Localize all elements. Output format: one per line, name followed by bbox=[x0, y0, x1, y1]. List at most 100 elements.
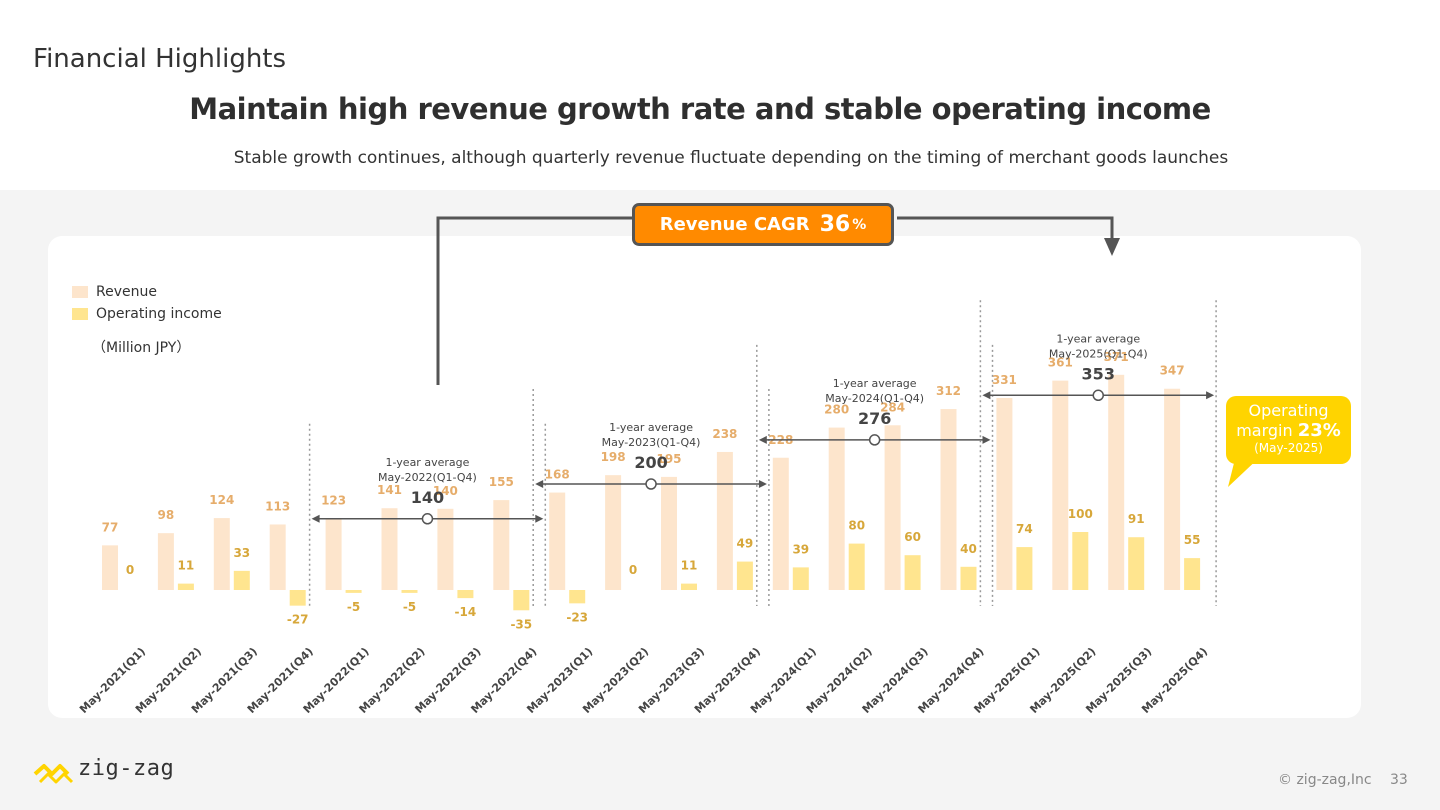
revenue-bar bbox=[437, 508, 454, 590]
revenue-bar bbox=[884, 425, 901, 590]
operating-income-bar bbox=[1072, 532, 1089, 590]
average-title-label: 1-year average bbox=[386, 456, 470, 469]
revenue-bar bbox=[772, 457, 789, 590]
callout-line2-prefix: margin bbox=[1236, 421, 1293, 440]
revenue-bar bbox=[661, 476, 677, 590]
legend-swatch-operating-income bbox=[72, 308, 88, 320]
operating-income-label: 49 bbox=[737, 537, 754, 551]
revenue-label: 312 bbox=[936, 384, 961, 398]
revenue-bar bbox=[493, 500, 510, 590]
average-title-label: 1-year average bbox=[609, 421, 693, 434]
operating-margin-callout: Operating margin 23% (May-2025) bbox=[1226, 396, 1351, 464]
cagr-unit: % bbox=[852, 216, 867, 233]
headline: Maintain high revenue growth rate and st… bbox=[189, 92, 1211, 126]
operating-income-label: -35 bbox=[510, 617, 532, 631]
section-title: Financial Highlights bbox=[33, 44, 287, 74]
average-arrow-head-right bbox=[535, 514, 544, 523]
operating-income-label: 60 bbox=[904, 530, 921, 544]
operating-income-bar bbox=[569, 590, 586, 604]
average-marker bbox=[645, 478, 657, 490]
cagr-badge: Revenue CAGR 36 % bbox=[632, 203, 894, 246]
revenue-label: 168 bbox=[545, 468, 570, 482]
revenue-bar bbox=[1164, 388, 1181, 590]
revenue-label: 124 bbox=[209, 493, 234, 507]
revenue-label: 198 bbox=[601, 450, 626, 464]
revenue-bar bbox=[213, 518, 230, 590]
average-title-label: 1-year average bbox=[833, 377, 917, 390]
revenue-label: 98 bbox=[158, 508, 175, 522]
average-period-label: May-2024(Q1-Q4) bbox=[825, 392, 924, 405]
average-title-label: 1-year average bbox=[1056, 332, 1140, 345]
revenue-bar bbox=[157, 533, 174, 590]
callout-tail bbox=[1228, 455, 1262, 487]
average-arrow-head-left bbox=[982, 391, 991, 400]
revenue-bar bbox=[325, 518, 342, 590]
operating-income-label: 39 bbox=[792, 542, 809, 556]
operating-income-label: 0 bbox=[629, 563, 637, 577]
revenue-label: 113 bbox=[265, 499, 290, 513]
operating-income-label: -14 bbox=[455, 605, 477, 619]
revenue-label: 361 bbox=[1048, 356, 1073, 370]
revenue-label: 238 bbox=[712, 427, 737, 441]
average-value: 276 bbox=[858, 409, 891, 428]
average-arrow-head-left bbox=[535, 480, 544, 488]
operating-income-bar bbox=[345, 590, 362, 593]
revenue-bar bbox=[1108, 374, 1125, 590]
revenue-label: 140 bbox=[433, 484, 458, 498]
operating-income-bar bbox=[457, 590, 474, 599]
revenue-label: 347 bbox=[1160, 364, 1185, 378]
revenue-bar bbox=[828, 427, 845, 590]
revenue-label: 123 bbox=[321, 494, 346, 508]
revenue-bar bbox=[996, 398, 1013, 590]
operating-income-bar bbox=[177, 583, 194, 590]
revenue-bar bbox=[716, 451, 733, 590]
subheadline: Stable growth continues, although quarte… bbox=[233, 148, 1229, 168]
average-value: 353 bbox=[1082, 364, 1115, 383]
operating-income-label: -5 bbox=[347, 600, 360, 614]
operating-income-bar bbox=[960, 566, 977, 590]
zigzag-logo-icon bbox=[33, 764, 74, 784]
revenue-label: 284 bbox=[880, 400, 905, 414]
average-value: 200 bbox=[634, 453, 667, 472]
legend-label-revenue: Revenue bbox=[96, 284, 157, 300]
average-arrow-head-left bbox=[311, 514, 320, 523]
revenue-bar bbox=[269, 524, 286, 590]
operating-income-bar bbox=[289, 590, 306, 606]
page-number: 33 bbox=[1390, 772, 1408, 788]
revenue-label: 77 bbox=[102, 520, 119, 534]
copyright: © zig-zag,Inc bbox=[1278, 772, 1372, 788]
average-period-label: May-2023(Q1-Q4) bbox=[602, 436, 701, 449]
average-value: 140 bbox=[411, 488, 444, 507]
callout-line2: margin 23% bbox=[1226, 420, 1351, 441]
operating-income-label: -23 bbox=[566, 610, 588, 624]
revenue-bar bbox=[549, 492, 566, 590]
cagr-label: Revenue CAGR bbox=[659, 214, 810, 235]
legend-label-operating-income: Operating income bbox=[96, 306, 222, 322]
operating-income-bar bbox=[513, 590, 530, 611]
operating-income-bar bbox=[681, 583, 697, 590]
revenue-bar bbox=[1052, 380, 1069, 590]
operating-income-label: 55 bbox=[1184, 533, 1201, 547]
cagr-bracket-left bbox=[436, 216, 632, 385]
operating-income-label: 80 bbox=[848, 519, 865, 533]
average-marker bbox=[868, 434, 881, 446]
average-arrow-head-right bbox=[758, 480, 767, 488]
unit-label: （Million JPY） bbox=[92, 340, 191, 356]
revenue-bar bbox=[940, 409, 957, 590]
cagr-bracket-right bbox=[897, 216, 1114, 240]
operating-income-bar bbox=[736, 561, 753, 590]
operating-income-label: 33 bbox=[233, 546, 250, 560]
operating-income-label: 11 bbox=[178, 559, 195, 573]
callout-margin-value: 23% bbox=[1297, 420, 1341, 441]
revenue-label: 195 bbox=[656, 452, 681, 466]
revenue-bar bbox=[381, 508, 398, 590]
revenue-label: 331 bbox=[992, 373, 1017, 387]
legend-item-revenue: Revenue bbox=[72, 281, 222, 303]
operating-income-bar bbox=[233, 570, 250, 590]
operating-income-bar bbox=[1016, 547, 1033, 590]
operating-income-bar bbox=[1128, 537, 1145, 590]
revenue-bar bbox=[605, 475, 622, 590]
operating-income-label: -27 bbox=[287, 613, 309, 627]
callout-line3: (May-2025) bbox=[1254, 441, 1323, 455]
